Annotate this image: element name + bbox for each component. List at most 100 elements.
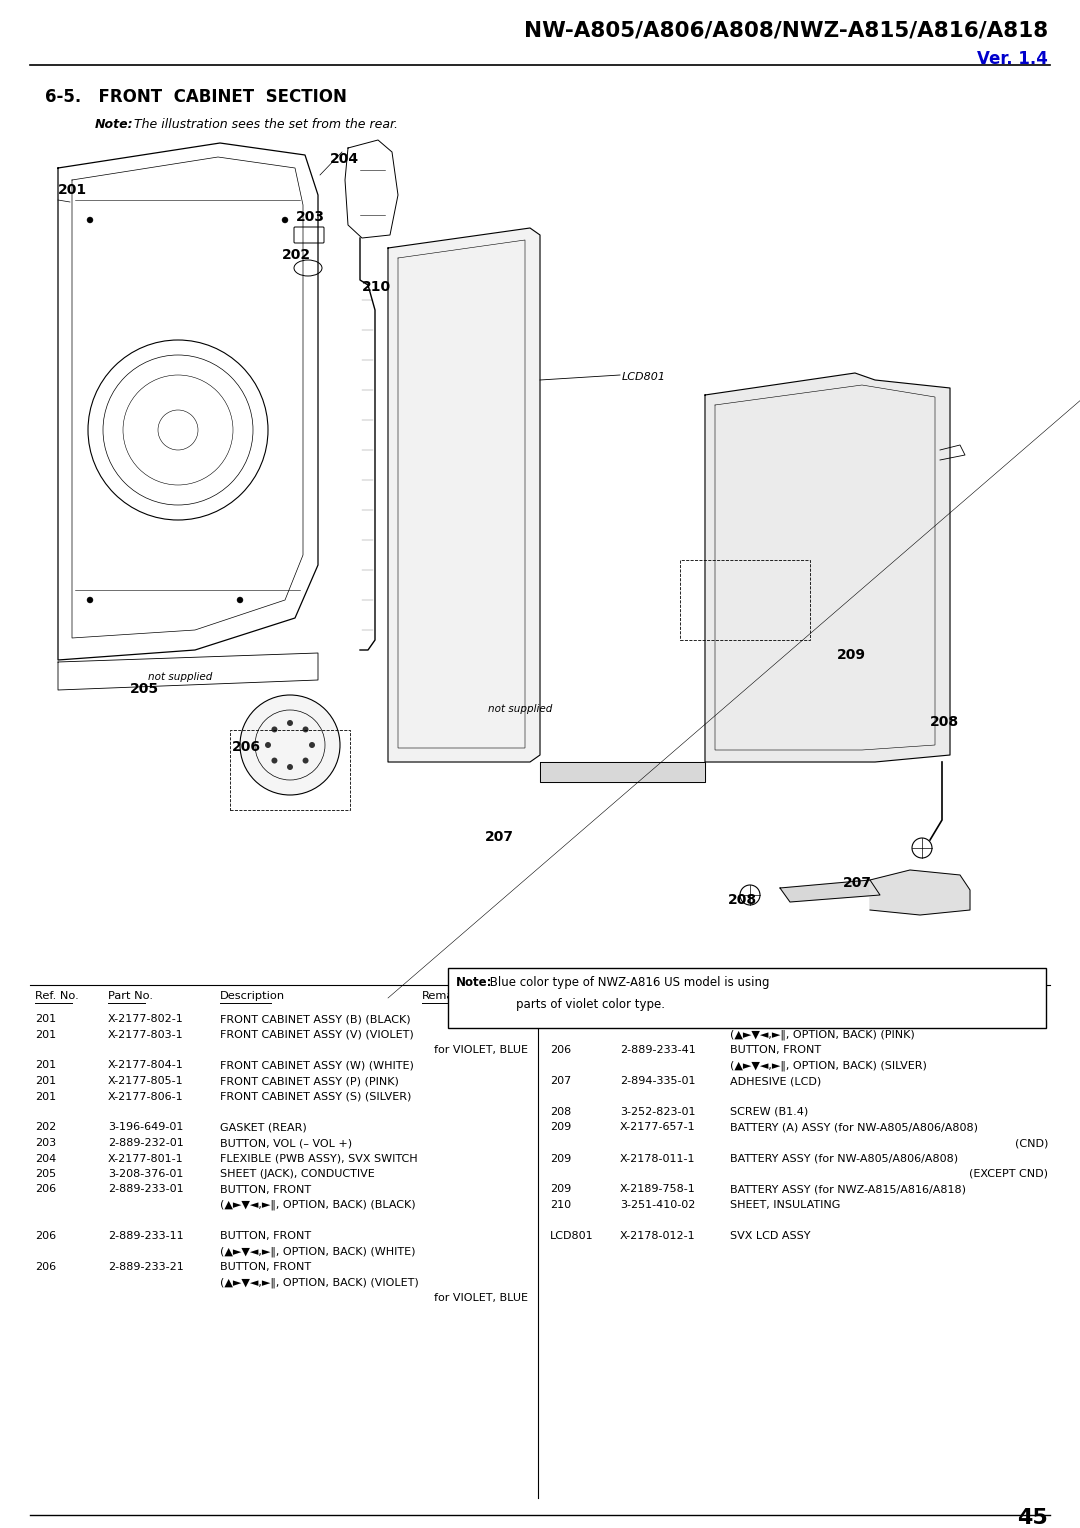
Text: ADHESIVE (LCD): ADHESIVE (LCD)	[730, 1076, 821, 1086]
Text: Remark: Remark	[958, 992, 1001, 1001]
Text: 2-889-233-11: 2-889-233-11	[108, 1232, 184, 1241]
Text: X-2177-804-1: X-2177-804-1	[108, 1060, 184, 1071]
Text: 210: 210	[550, 1199, 571, 1210]
Text: 205: 205	[130, 681, 159, 695]
Text: 206: 206	[232, 740, 261, 753]
Text: parts of violet color type.: parts of violet color type.	[516, 998, 665, 1012]
Text: X-2178-011-1: X-2178-011-1	[620, 1154, 696, 1163]
Text: 206: 206	[35, 1232, 56, 1241]
Text: X-2177-802-1: X-2177-802-1	[108, 1015, 184, 1024]
Text: X-2177-805-1: X-2177-805-1	[108, 1076, 184, 1086]
Text: 207: 207	[550, 1076, 571, 1086]
Text: (▲►▼◄,►‖, OPTION, BACK) (PINK): (▲►▼◄,►‖, OPTION, BACK) (PINK)	[730, 1030, 915, 1041]
Text: 2-889-233-01: 2-889-233-01	[108, 1184, 184, 1195]
Text: X-2189-758-1: X-2189-758-1	[620, 1184, 696, 1195]
Circle shape	[87, 217, 93, 223]
Text: Blue color type of NWZ-A816 US model is using: Blue color type of NWZ-A816 US model is …	[486, 976, 769, 989]
Circle shape	[271, 726, 278, 732]
Text: SVX LCD ASSY: SVX LCD ASSY	[730, 1232, 810, 1241]
Text: 209: 209	[550, 1184, 571, 1195]
Text: SHEET (JACK), CONDUCTIVE: SHEET (JACK), CONDUCTIVE	[220, 1169, 375, 1180]
Text: Note:: Note:	[456, 976, 492, 989]
Polygon shape	[870, 869, 970, 915]
Text: 201: 201	[35, 1015, 56, 1024]
Text: Ver. 1.4: Ver. 1.4	[977, 50, 1048, 69]
Text: FRONT CABINET ASSY (W) (WHITE): FRONT CABINET ASSY (W) (WHITE)	[220, 1060, 414, 1071]
Text: Remark: Remark	[422, 992, 465, 1001]
Circle shape	[237, 597, 243, 604]
Text: 3-208-376-01: 3-208-376-01	[108, 1169, 184, 1180]
Text: Note:: Note:	[95, 118, 134, 131]
Text: BUTTON, FRONT: BUTTON, FRONT	[730, 1015, 821, 1024]
Text: (▲►▼◄,►‖, OPTION, BACK) (WHITE): (▲►▼◄,►‖, OPTION, BACK) (WHITE)	[220, 1247, 416, 1258]
Text: 206: 206	[550, 1015, 571, 1024]
Text: NW-A805/A806/A808/NWZ-A815/A816/A818: NW-A805/A806/A808/NWZ-A815/A816/A818	[524, 20, 1048, 40]
Text: LCD801: LCD801	[550, 1232, 594, 1241]
Text: Part No.: Part No.	[620, 992, 665, 1001]
Text: Description: Description	[220, 992, 285, 1001]
Text: 204: 204	[35, 1154, 56, 1163]
Text: X-2177-803-1: X-2177-803-1	[108, 1030, 184, 1039]
Text: 202: 202	[35, 1123, 56, 1132]
Circle shape	[271, 758, 278, 764]
Text: FLEXIBLE (PWB ASSY), SVX SWITCH: FLEXIBLE (PWB ASSY), SVX SWITCH	[220, 1154, 418, 1163]
Text: Description: Description	[730, 992, 795, 1001]
Text: 208: 208	[930, 715, 959, 729]
Text: 2-889-233-21: 2-889-233-21	[108, 1262, 184, 1271]
Text: SCREW (B1.4): SCREW (B1.4)	[730, 1106, 808, 1117]
Text: BUTTON, FRONT: BUTTON, FRONT	[220, 1232, 311, 1241]
Text: BATTERY ASSY (for NWZ-A815/A816/A818): BATTERY ASSY (for NWZ-A815/A816/A818)	[730, 1184, 966, 1195]
Circle shape	[309, 743, 315, 749]
Text: BUTTON, FRONT: BUTTON, FRONT	[220, 1184, 311, 1195]
Polygon shape	[540, 762, 705, 782]
Text: 206: 206	[550, 1045, 571, 1054]
Text: 206: 206	[35, 1262, 56, 1271]
Text: 2-889-233-41: 2-889-233-41	[620, 1045, 696, 1054]
Text: 201: 201	[35, 1060, 56, 1071]
Text: 2-889-233-31: 2-889-233-31	[620, 1015, 696, 1024]
Text: FRONT CABINET ASSY (S) (SILVER): FRONT CABINET ASSY (S) (SILVER)	[220, 1091, 411, 1102]
Text: (EXCEPT CND): (EXCEPT CND)	[969, 1169, 1048, 1180]
Text: 206: 206	[35, 1184, 56, 1195]
Text: The illustration sees the set from the rear.: The illustration sees the set from the r…	[130, 118, 399, 131]
Text: 202: 202	[282, 248, 311, 261]
Text: Ref. No.: Ref. No.	[35, 992, 79, 1001]
Text: 6-5.   FRONT  CABINET  SECTION: 6-5. FRONT CABINET SECTION	[45, 89, 347, 105]
Circle shape	[287, 764, 293, 770]
Text: X-2177-806-1: X-2177-806-1	[108, 1091, 184, 1102]
Text: 209: 209	[550, 1123, 571, 1132]
Text: BUTTON, FRONT: BUTTON, FRONT	[730, 1045, 821, 1054]
Text: 45: 45	[1017, 1508, 1048, 1528]
Text: 201: 201	[58, 183, 87, 197]
Text: BATTERY ASSY (for NW-A805/A806/A808): BATTERY ASSY (for NW-A805/A806/A808)	[730, 1154, 958, 1163]
Text: 208: 208	[550, 1106, 571, 1117]
Text: 203: 203	[296, 209, 325, 225]
Text: for VIOLET, BLUE: for VIOLET, BLUE	[434, 1045, 528, 1054]
Text: 201: 201	[35, 1076, 56, 1086]
Text: Ref. No.: Ref. No.	[550, 992, 594, 1001]
Circle shape	[240, 695, 340, 795]
Text: (CND): (CND)	[1014, 1138, 1048, 1148]
Text: 209: 209	[837, 648, 866, 662]
Text: GASKET (REAR): GASKET (REAR)	[220, 1123, 307, 1132]
Text: 2-894-335-01: 2-894-335-01	[620, 1076, 696, 1086]
Text: FRONT CABINET ASSY (B) (BLACK): FRONT CABINET ASSY (B) (BLACK)	[220, 1015, 410, 1024]
Text: (▲►▼◄,►‖, OPTION, BACK) (BLACK): (▲►▼◄,►‖, OPTION, BACK) (BLACK)	[220, 1199, 416, 1210]
Text: not supplied: not supplied	[488, 704, 552, 714]
Text: Part No.: Part No.	[108, 992, 153, 1001]
Text: (▲►▼◄,►‖, OPTION, BACK) (SILVER): (▲►▼◄,►‖, OPTION, BACK) (SILVER)	[730, 1060, 927, 1071]
Circle shape	[282, 217, 288, 223]
Polygon shape	[780, 880, 880, 902]
Circle shape	[302, 726, 309, 732]
Polygon shape	[388, 228, 540, 762]
Text: X-2177-657-1: X-2177-657-1	[620, 1123, 696, 1132]
Text: 3-196-649-01: 3-196-649-01	[108, 1123, 184, 1132]
Polygon shape	[705, 373, 950, 762]
Text: 3-251-410-02: 3-251-410-02	[620, 1199, 696, 1210]
Text: 2-889-232-01: 2-889-232-01	[108, 1138, 184, 1148]
Circle shape	[287, 720, 293, 726]
Text: LCD801: LCD801	[622, 371, 666, 382]
Text: 3-252-823-01: 3-252-823-01	[620, 1106, 696, 1117]
Text: 201: 201	[35, 1091, 56, 1102]
Text: BUTTON, FRONT: BUTTON, FRONT	[220, 1262, 311, 1271]
